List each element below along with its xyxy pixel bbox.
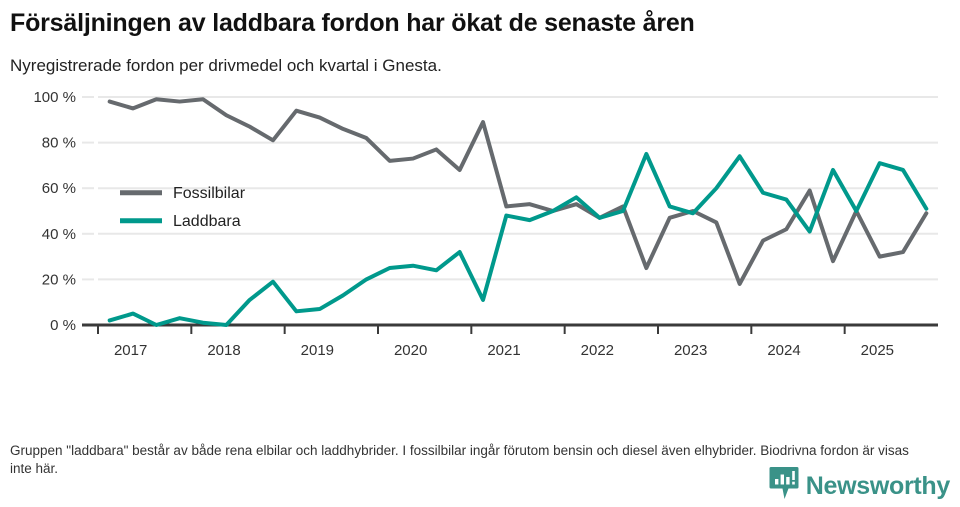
x-tick-label: 2018	[207, 342, 240, 359]
data-series	[107, 97, 929, 328]
x-tick-label: 2024	[767, 342, 800, 359]
y-tick-label: 100 %	[33, 89, 76, 106]
x-tick-label: 2017	[114, 342, 147, 359]
x-tick-label: 2019	[301, 342, 334, 359]
brand-logo: Newsworthy	[769, 466, 950, 507]
bar-chart-speech-bubble-icon	[769, 466, 799, 507]
legend-label-laddbara: Laddbara	[173, 213, 241, 230]
x-tick-label: 2023	[674, 342, 707, 359]
x-tick-label: 2025	[861, 342, 894, 359]
series-line-laddbara	[107, 152, 929, 328]
chart-container: 0 % 20 % 40 % 60 % 80 % 100 % 2017 2018 2019 202…	[10, 88, 950, 378]
chart-footnote: Gruppen "laddbara" består av både rena e…	[10, 442, 909, 477]
chart-legend: Fossilbilar Laddbara	[120, 185, 246, 230]
x-axis-ticks	[97, 325, 846, 335]
x-tick-label: 2022	[581, 342, 614, 359]
page-title: Försäljningen av laddbara fordon har öka…	[10, 9, 695, 37]
x-tick-label: 2021	[487, 342, 520, 359]
y-tick-label: 60 %	[42, 180, 76, 197]
y-tick-label: 40 %	[42, 226, 76, 243]
series-line-fossilbilar	[107, 97, 929, 287]
x-tick-label: 2020	[394, 342, 427, 359]
page-subtitle: Nyregistrerade fordon per drivmedel och …	[10, 55, 442, 75]
brand-name: Newsworthy	[805, 472, 951, 500]
y-tick-label: 20 %	[42, 272, 76, 289]
line-chart: 0 % 20 % 40 % 60 % 80 % 100 % 2017 2018 2019 202…	[33, 89, 938, 359]
x-axis-tick-labels: 2017 2018 2019 2020 2021 2022 2023 2024 2025	[114, 342, 894, 359]
y-tick-label: 80 %	[42, 135, 76, 152]
y-tick-label: 0 %	[50, 317, 76, 334]
legend-label-fossilbilar: Fossilbilar	[173, 185, 246, 202]
y-axis-tick-labels: 0 % 20 % 40 % 60 % 80 % 100 %	[33, 89, 76, 334]
gridlines	[82, 96, 938, 281]
